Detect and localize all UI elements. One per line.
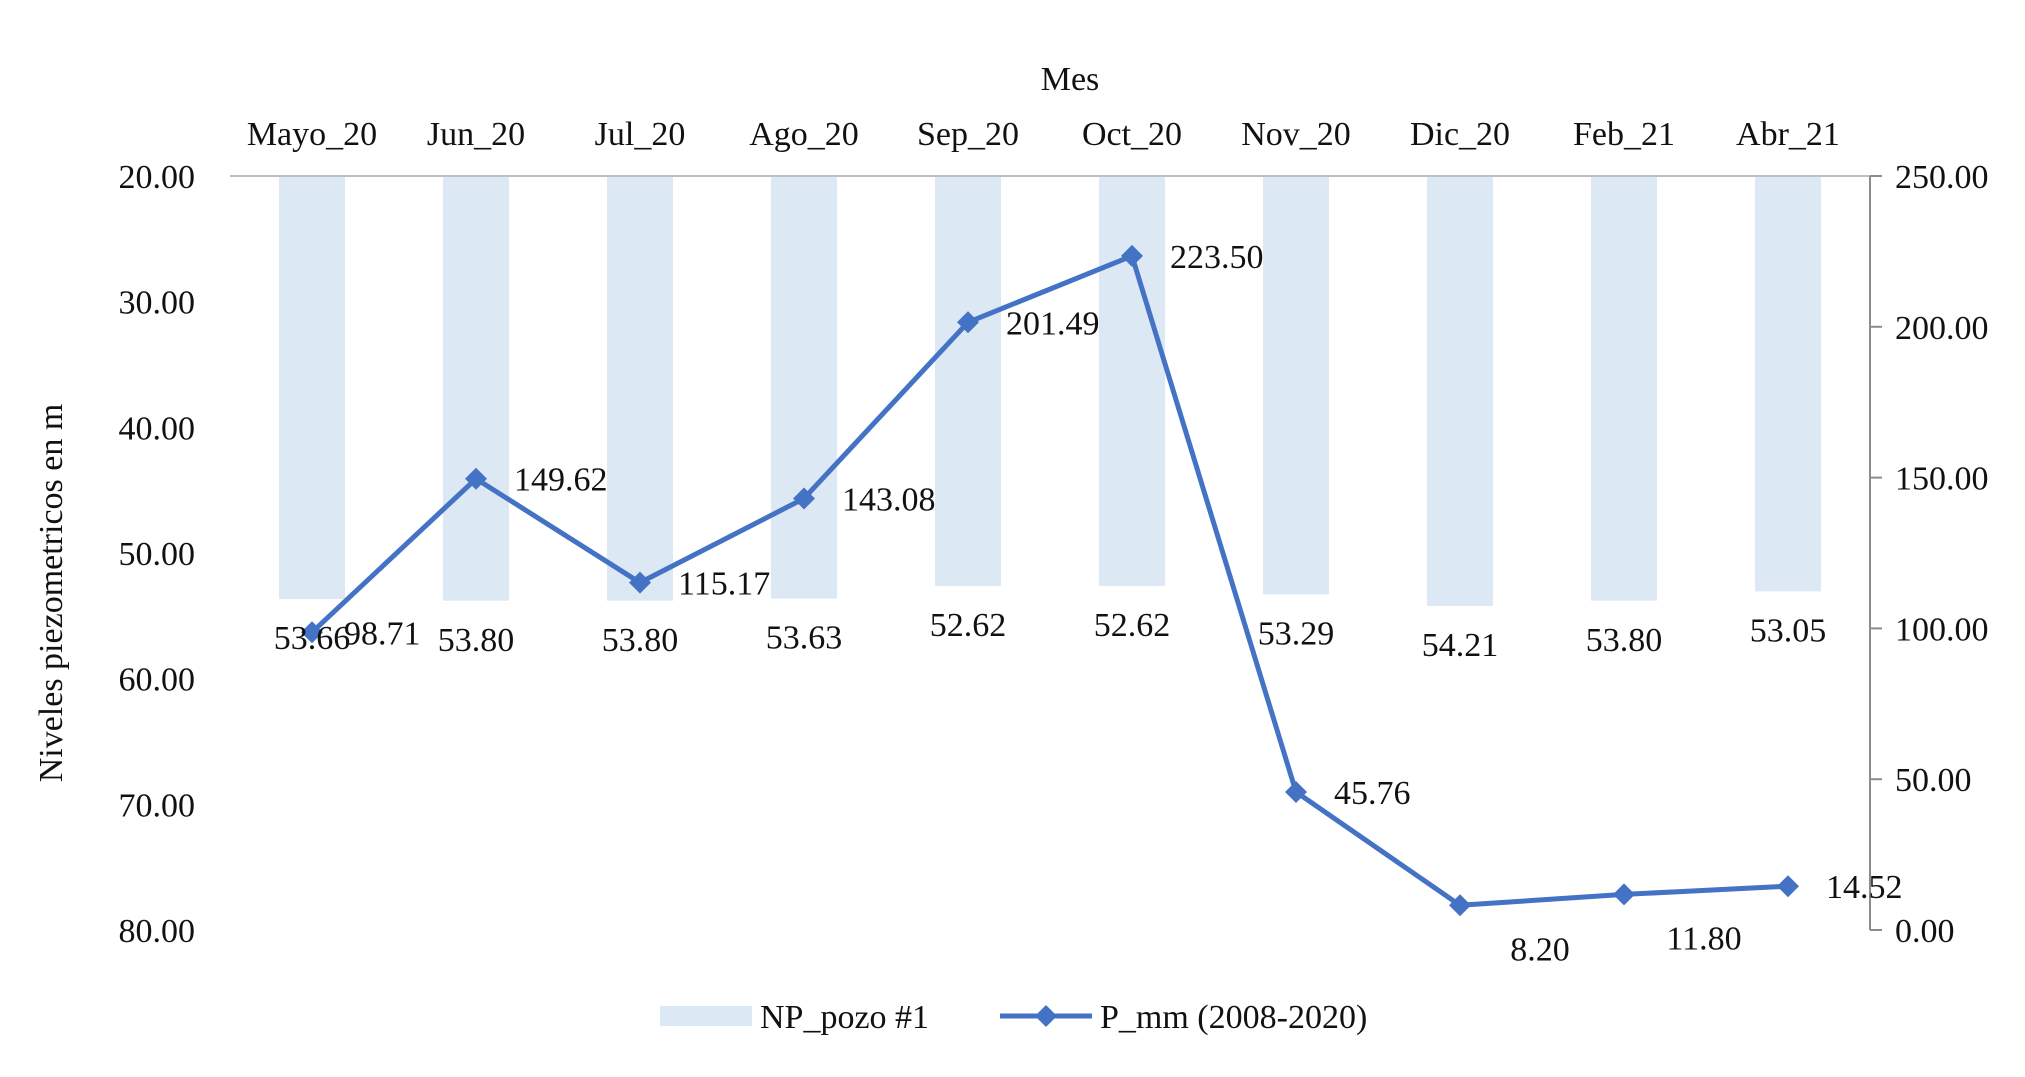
bar (1263, 176, 1329, 595)
bar (1099, 176, 1165, 586)
line-data-label: 201.49 (1006, 305, 1100, 342)
line-data-label: 45.76 (1334, 775, 1411, 812)
left-tick-label: 30.00 (119, 285, 196, 322)
line-point-diamond (629, 571, 651, 594)
left-tick-label: 60.00 (119, 662, 196, 699)
left-tick-label: 50.00 (119, 536, 196, 573)
left-tick-label: 70.00 (119, 787, 196, 824)
line-point-diamond (793, 487, 815, 510)
right-tick-label: 200.00 (1895, 310, 1989, 347)
legend: NP_pozo #1 P_mm (2008-2020) (660, 999, 1367, 1036)
line-point-diamond (1285, 780, 1307, 803)
right-tick-label: 250.00 (1895, 159, 1989, 196)
bar-data-label: 52.62 (930, 607, 1007, 644)
bar (1755, 176, 1821, 592)
bar-data-label: 53.80 (438, 622, 515, 659)
legend-bar-swatch (660, 1006, 752, 1026)
category-tick-label: Mayo_20 (247, 116, 377, 153)
line-series-p-mm (301, 244, 1799, 917)
category-tick-label: Sep_20 (917, 116, 1019, 153)
bar-data-label: 53.66 (274, 620, 351, 657)
bar (1591, 176, 1657, 601)
bar-data-label: 53.63 (766, 620, 843, 657)
left-tick-label: 80.00 (119, 913, 196, 950)
category-tick-label: Jun_20 (427, 116, 525, 153)
line-point-diamond (1777, 875, 1799, 898)
right-tick-label: 150.00 (1895, 461, 1989, 498)
line-point-diamond (1449, 894, 1471, 917)
category-tick-label: Oct_20 (1082, 116, 1182, 153)
top-axis-title: Mes (1041, 61, 1100, 98)
bar-data-label: 53.80 (1586, 622, 1663, 659)
right-tick-label: 100.00 (1895, 611, 1989, 648)
bar (279, 176, 345, 599)
bar-data-label: 52.62 (1094, 607, 1171, 644)
bar (443, 176, 509, 601)
line-point-diamond (465, 467, 487, 490)
line-point-diamond (301, 621, 323, 644)
category-tick-label: Jul_20 (595, 116, 686, 153)
line-data-label: 8.20 (1510, 931, 1570, 968)
line-point-diamond (1121, 244, 1143, 267)
left-axis-title: Niveles piezometricos en m (33, 404, 70, 783)
bar-series-np-pozo (279, 176, 1821, 606)
bar (607, 176, 673, 601)
left-tick-label: 40.00 (119, 410, 196, 447)
bar-data-label: 53.05 (1750, 612, 1827, 649)
category-tick-label: Ago_20 (749, 116, 859, 153)
precipitation-line (310, 253, 1789, 908)
line-data-label: 115.17 (678, 566, 770, 603)
line-data-label: 14.52 (1826, 869, 1903, 906)
line-data-label: 223.50 (1170, 239, 1264, 276)
bar (1427, 176, 1493, 606)
line-point-diamond (957, 311, 979, 334)
right-tick-label: 0.00 (1895, 913, 1955, 950)
axes: Mayo_20 Jun_20 Jul_20 Ago_20 Sep_20 Oct_20 Nov… (119, 116, 1989, 950)
line-data-label: 98.71 (344, 615, 421, 652)
category-tick-label: Dic_20 (1410, 116, 1510, 153)
category-tick-label: Feb_21 (1573, 116, 1675, 153)
line-data-label: 143.08 (842, 481, 936, 518)
line-data-label: 11.80 (1666, 920, 1741, 957)
right-tick-label: 50.00 (1895, 762, 1972, 799)
left-tick-label: 20.00 (119, 159, 196, 196)
data-labels: 98.71 149.62 115.17 143.08 201.49 223.50 45.76… (274, 239, 1903, 968)
bar (771, 176, 837, 599)
legend-bar-label: NP_pozo #1 (760, 999, 929, 1036)
legend-line-label: P_mm (2008-2020) (1100, 999, 1367, 1036)
legend-line-marker-icon (1035, 1005, 1057, 1027)
line-point-diamond (1613, 883, 1635, 906)
line-data-label: 149.62 (514, 462, 608, 499)
bar-data-label: 53.29 (1258, 615, 1335, 652)
category-tick-label: Abr_21 (1736, 116, 1840, 153)
bar-data-label: 53.80 (602, 622, 679, 659)
category-tick-label: Nov_20 (1241, 116, 1351, 153)
bar-data-label: 54.21 (1422, 627, 1499, 664)
bar (935, 176, 1001, 586)
